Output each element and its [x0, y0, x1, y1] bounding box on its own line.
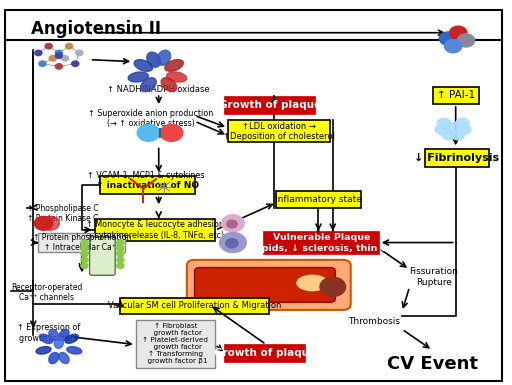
- Ellipse shape: [157, 50, 170, 65]
- Text: CV Event: CV Event: [387, 355, 478, 373]
- Circle shape: [446, 123, 460, 133]
- Circle shape: [320, 277, 346, 296]
- Circle shape: [81, 251, 88, 257]
- Circle shape: [81, 263, 88, 268]
- Circle shape: [227, 220, 237, 228]
- Circle shape: [117, 251, 124, 257]
- Circle shape: [45, 44, 52, 49]
- FancyBboxPatch shape: [276, 191, 361, 208]
- Circle shape: [456, 118, 469, 128]
- Ellipse shape: [36, 346, 51, 354]
- Circle shape: [55, 64, 62, 69]
- Ellipse shape: [67, 346, 82, 354]
- Text: ↑ NADH/NADPH oxidase: ↑ NADH/NADPH oxidase: [108, 84, 210, 93]
- FancyBboxPatch shape: [225, 345, 305, 362]
- Circle shape: [117, 240, 124, 245]
- Ellipse shape: [59, 353, 69, 363]
- Text: ↑LDL oxidation →
↑Deposition of cholesterol: ↑LDL oxidation → ↑Deposition of choleste…: [223, 122, 335, 141]
- FancyBboxPatch shape: [433, 87, 479, 104]
- FancyBboxPatch shape: [195, 268, 335, 302]
- Text: ↑ Fibroblast
  growth factor
↑ Platelet-derived
  growth factor
↑ Transforming
 : ↑ Fibroblast growth factor ↑ Platelet-de…: [142, 323, 208, 364]
- Circle shape: [457, 34, 475, 47]
- Text: Vulnerable Plaque
↑ lipids, ↓ sclerosis, thin cap: Vulnerable Plaque ↑ lipids, ↓ sclerosis,…: [244, 233, 399, 253]
- Circle shape: [34, 216, 53, 230]
- Text: ↓ Fibrinolysis: ↓ Fibrinolysis: [414, 153, 500, 163]
- Ellipse shape: [39, 334, 53, 343]
- Ellipse shape: [49, 352, 59, 364]
- Circle shape: [76, 50, 83, 56]
- Circle shape: [442, 130, 455, 140]
- FancyBboxPatch shape: [228, 120, 330, 142]
- Circle shape: [81, 246, 88, 251]
- Circle shape: [451, 130, 464, 140]
- Text: Receptor-operated
Ca⁺⁺ channels: Receptor-operated Ca⁺⁺ channels: [11, 283, 82, 302]
- FancyBboxPatch shape: [264, 232, 379, 254]
- Text: ↑ Monocyte & leucocyte adhesion
→ cytokinerelease (IL-8, TNFα, etc): ↑ Monocyte & leucocyte adhesion → cytoki…: [86, 220, 224, 240]
- Circle shape: [61, 56, 69, 61]
- FancyBboxPatch shape: [187, 260, 351, 310]
- Text: ↑ Phospholipase C
↑ Protein Kinase C: ↑ Phospholipase C ↑ Protein Kinase C: [27, 204, 99, 223]
- Text: ↑ PAI-1: ↑ PAI-1: [437, 90, 475, 100]
- Text: Fissuration
Rupture: Fissuration Rupture: [410, 268, 458, 287]
- Ellipse shape: [165, 60, 183, 71]
- Circle shape: [35, 50, 42, 56]
- FancyBboxPatch shape: [38, 233, 125, 252]
- Text: ↑ Protein phosphorilation
↑ Intracellular Ca⁺⁺: ↑ Protein phosphorilation ↑ Intracellula…: [33, 233, 131, 252]
- Text: Growth of plaque: Growth of plaque: [214, 348, 316, 358]
- Text: Thrombosis: Thrombosis: [348, 317, 400, 326]
- Circle shape: [117, 257, 124, 263]
- Text: Inflammatory state: Inflammatory state: [275, 195, 362, 204]
- Circle shape: [55, 50, 62, 56]
- Text: Vascular SM cell Proliferation & Migration: Vascular SM cell Proliferation & Migrati…: [108, 301, 281, 310]
- FancyBboxPatch shape: [425, 149, 489, 167]
- Ellipse shape: [54, 337, 63, 348]
- Ellipse shape: [166, 72, 187, 82]
- FancyBboxPatch shape: [136, 320, 215, 368]
- Circle shape: [39, 61, 46, 67]
- Text: Growth of plaque: Growth of plaque: [219, 100, 321, 110]
- Ellipse shape: [59, 330, 69, 340]
- Circle shape: [437, 118, 451, 128]
- Text: ↑ inactivation of NO: ↑ inactivation of NO: [96, 181, 199, 190]
- FancyBboxPatch shape: [120, 298, 269, 314]
- Circle shape: [444, 40, 462, 53]
- Circle shape: [66, 44, 73, 49]
- Circle shape: [137, 124, 160, 141]
- Circle shape: [55, 53, 62, 59]
- Ellipse shape: [49, 329, 59, 341]
- Text: ↑ VCAM-1, MCP1 & cytokines: ↑ VCAM-1, MCP1 & cytokines: [87, 171, 205, 180]
- Circle shape: [72, 61, 79, 67]
- Circle shape: [220, 233, 246, 253]
- Ellipse shape: [134, 60, 153, 71]
- Circle shape: [41, 216, 59, 230]
- Circle shape: [435, 124, 449, 134]
- Ellipse shape: [65, 334, 78, 343]
- Circle shape: [49, 56, 56, 61]
- FancyBboxPatch shape: [100, 176, 195, 194]
- FancyBboxPatch shape: [90, 237, 115, 275]
- Circle shape: [81, 240, 88, 245]
- Text: ↑ Expression of
growth factors: ↑ Expression of growth factors: [17, 323, 80, 343]
- FancyBboxPatch shape: [95, 219, 215, 241]
- Circle shape: [226, 239, 238, 248]
- Circle shape: [450, 26, 467, 39]
- Ellipse shape: [297, 275, 328, 291]
- Circle shape: [160, 124, 183, 141]
- FancyBboxPatch shape: [225, 97, 315, 114]
- Circle shape: [439, 32, 457, 45]
- Circle shape: [81, 257, 88, 263]
- Ellipse shape: [128, 72, 148, 82]
- Ellipse shape: [161, 78, 177, 92]
- Circle shape: [222, 215, 244, 232]
- Circle shape: [117, 246, 124, 251]
- Text: ↑ Superoxide anion production
(→ ↑ oxidative stress): ↑ Superoxide anion production (→ ↑ oxida…: [89, 109, 214, 128]
- Circle shape: [458, 124, 471, 134]
- Text: Angiotensin II: Angiotensin II: [31, 20, 161, 38]
- Circle shape: [117, 263, 124, 268]
- Ellipse shape: [147, 52, 160, 67]
- Ellipse shape: [141, 78, 156, 92]
